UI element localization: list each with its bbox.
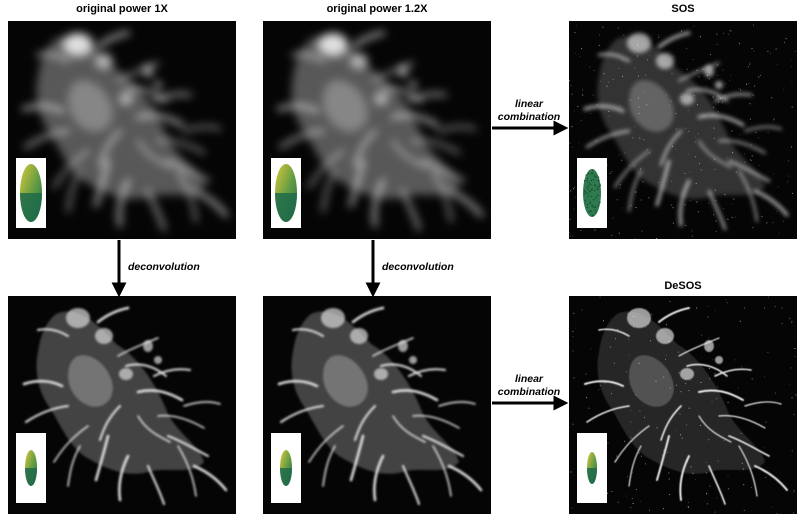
psf-inset <box>271 158 301 228</box>
label-combination: combination <box>497 386 561 398</box>
psf-inset <box>16 433 46 503</box>
psf-ellipsoid-icon <box>275 164 297 222</box>
psf-inset <box>577 433 607 503</box>
image-panel-deconvolved-1x <box>8 296 236 514</box>
cell-image <box>569 24 796 239</box>
panel-title-power-1-2x: original power 1.2X <box>326 3 428 15</box>
label-linear: linear <box>514 98 543 110</box>
psf-ellipsoid-icon <box>587 452 597 484</box>
panel-title-power-1x: original power 1X <box>76 3 168 15</box>
cell-image <box>277 306 483 506</box>
image-panel-sos <box>569 21 797 239</box>
image-panel-power-1-2x <box>263 21 491 239</box>
psf-ellipsoid-icon <box>583 169 601 217</box>
image-panel-desos <box>569 296 797 514</box>
psf-inset <box>577 158 607 228</box>
cell-image <box>276 30 484 231</box>
label-linear-combination-top: linear combination <box>494 98 564 124</box>
psf-inset <box>16 158 46 228</box>
cell-image <box>21 30 229 231</box>
image-panel-deconvolved-1-2x <box>263 296 491 514</box>
label-linear-combination-bottom: linear combination <box>494 373 564 399</box>
psf-ellipsoid-icon <box>25 450 37 486</box>
cell-image <box>570 296 797 514</box>
label-deconvolution-left: deconvolution <box>128 261 200 273</box>
cell-image <box>22 306 228 506</box>
label-deconvolution-right: deconvolution <box>382 261 454 273</box>
psf-ellipsoid-icon <box>20 164 42 222</box>
label-combination: combination <box>497 111 561 123</box>
psf-inset <box>271 433 301 503</box>
label-linear: linear <box>514 373 543 385</box>
panel-title-desos: DeSOS <box>664 280 702 292</box>
panel-title-sos: SOS <box>671 3 695 15</box>
image-panel-power-1x <box>8 21 236 239</box>
psf-ellipsoid-icon <box>280 450 292 486</box>
